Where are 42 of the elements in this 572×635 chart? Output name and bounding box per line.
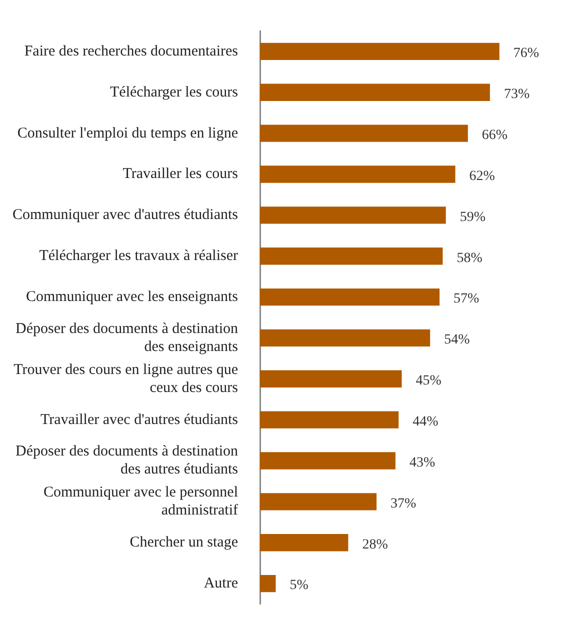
y-tick-label: Faire des recherches documentaires — [24, 43, 238, 60]
bar — [260, 124, 468, 142]
bar — [260, 166, 456, 183]
data-label: 62% — [469, 168, 496, 184]
bar — [260, 411, 399, 428]
y-tick-label: Consulter l'emploi du temps en ligne — [17, 125, 238, 142]
bar — [260, 574, 276, 592]
data-label: 57% — [454, 292, 480, 307]
bar — [260, 248, 443, 265]
y-tick-label: Travailler les cours — [122, 166, 238, 182]
data-label: 5% — [290, 578, 309, 594]
y-tick-label: Communiquer avec les enseignants — [26, 288, 238, 305]
bar — [260, 493, 377, 510]
data-label: 28% — [362, 537, 388, 552]
bar — [260, 42, 500, 60]
data-label: 54% — [444, 332, 470, 348]
bar — [260, 84, 490, 101]
data-label: 37% — [390, 496, 417, 512]
bar — [260, 206, 446, 224]
y-tick-label: Télécharger les cours — [110, 84, 238, 100]
y-tick-label: Déposer des documents à destination des enseignants — [16, 320, 238, 355]
bar — [260, 329, 430, 347]
data-label: 43% — [409, 455, 436, 470]
data-label: 45% — [416, 374, 442, 389]
y-tick-label: Autre — [204, 575, 238, 592]
y-tick-label: Déposer des documents à destination des autres étudiants — [16, 444, 238, 478]
bar — [260, 534, 348, 552]
data-label: 76% — [513, 46, 540, 62]
y-tick-label: Trouver des cours en ligne autres que ceux des cours — [14, 362, 238, 396]
y-tick-label: Communiquer avec le personnel administratif — [43, 484, 238, 519]
bar — [260, 370, 402, 388]
y-tick-label: Télécharger les travaux à réaliser — [39, 248, 238, 264]
data-label: 59% — [460, 210, 486, 225]
data-label: 44% — [412, 414, 439, 430]
y-tick-label: Chercher un stage — [130, 534, 238, 551]
y-tick-label: Communiquer avec d'autres étudiants — [12, 207, 238, 224]
bar — [260, 452, 396, 470]
data-label: 73% — [504, 87, 530, 102]
data-label: 58% — [456, 250, 483, 266]
data-label: 66% — [482, 128, 508, 143]
y-tick-label: Travailler avec d'autres étudiants — [40, 412, 238, 428]
bar — [260, 288, 440, 306]
